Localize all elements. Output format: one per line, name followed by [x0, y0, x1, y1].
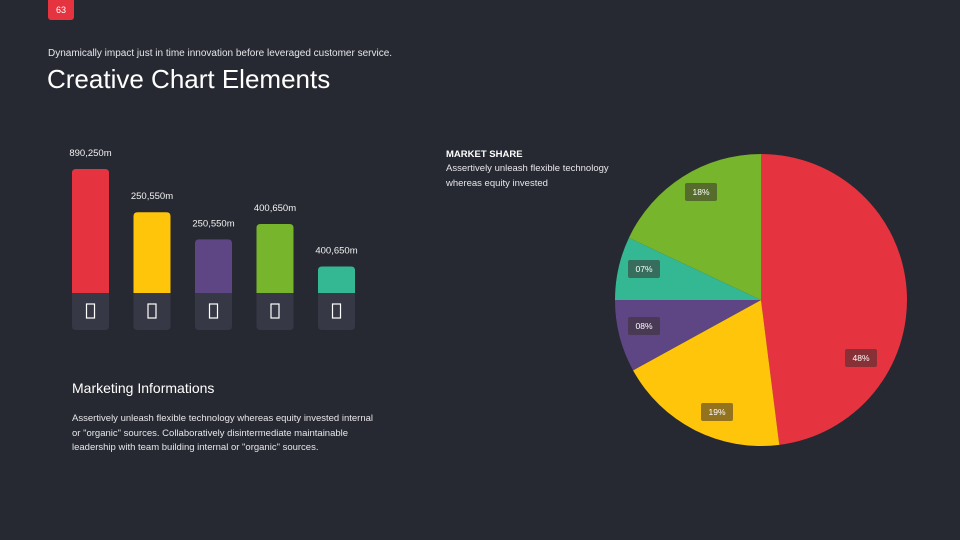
bar-icon-cap-2: [133, 293, 171, 330]
pie-slice-5: [628, 154, 761, 300]
bar-icon-cap-1: [72, 293, 109, 330]
pie-label-box-5: [685, 183, 717, 201]
info-body: Assertively unleash flexible technology …: [72, 413, 374, 453]
icon-4-icon: [270, 303, 280, 319]
page-number-badge: 63: [48, 0, 74, 20]
pie-label-3: 08%: [635, 321, 652, 331]
icon-3-icon: [208, 303, 219, 319]
icon-5-icon: [331, 303, 342, 319]
bar-5: [318, 266, 355, 293]
pie-label-5: 18%: [692, 187, 709, 197]
icon-2-icon: [147, 303, 157, 319]
bar-value-label-5: 400,650m: [315, 246, 357, 257]
pie-label-box-1: [845, 349, 877, 367]
bar-1: [72, 169, 109, 293]
bar-icon-cap-4: [256, 293, 294, 330]
market-share-description: Assertively unleash flexible technology …: [446, 163, 609, 189]
bar-value-label-2: 250,550m: [131, 191, 173, 202]
pie-label-box-3: [628, 317, 660, 335]
bar-value-label-4: 400,650m: [254, 203, 296, 214]
info-title: Marketing Informations: [72, 380, 215, 396]
pie-label-box-2: [701, 403, 733, 421]
bar-2: [133, 212, 171, 293]
pie-label-box-4: [628, 260, 660, 278]
icon-1-icon: [85, 303, 96, 319]
pie-slice-2: [633, 300, 780, 446]
pie-label-2: 19%: [708, 407, 725, 417]
bar-value-label-3: 250,550m: [192, 218, 234, 229]
pie-label-4: 07%: [635, 264, 652, 274]
page-title: Creative Chart Elements: [47, 64, 331, 94]
bar-value-label-1: 890,250m: [69, 148, 111, 159]
pie-slice-1: [761, 154, 907, 445]
market-share-title: MARKET SHARE: [446, 149, 523, 160]
bar-4: [256, 224, 294, 293]
page-subtitle: Dynamically impact just in time innovati…: [48, 48, 393, 59]
bar-3: [195, 239, 232, 293]
bar-icon-cap-3: [195, 293, 232, 330]
pie-label-1: 48%: [852, 353, 869, 363]
pie-slice-4: [615, 237, 761, 300]
bar-icon-cap-5: [318, 293, 355, 330]
